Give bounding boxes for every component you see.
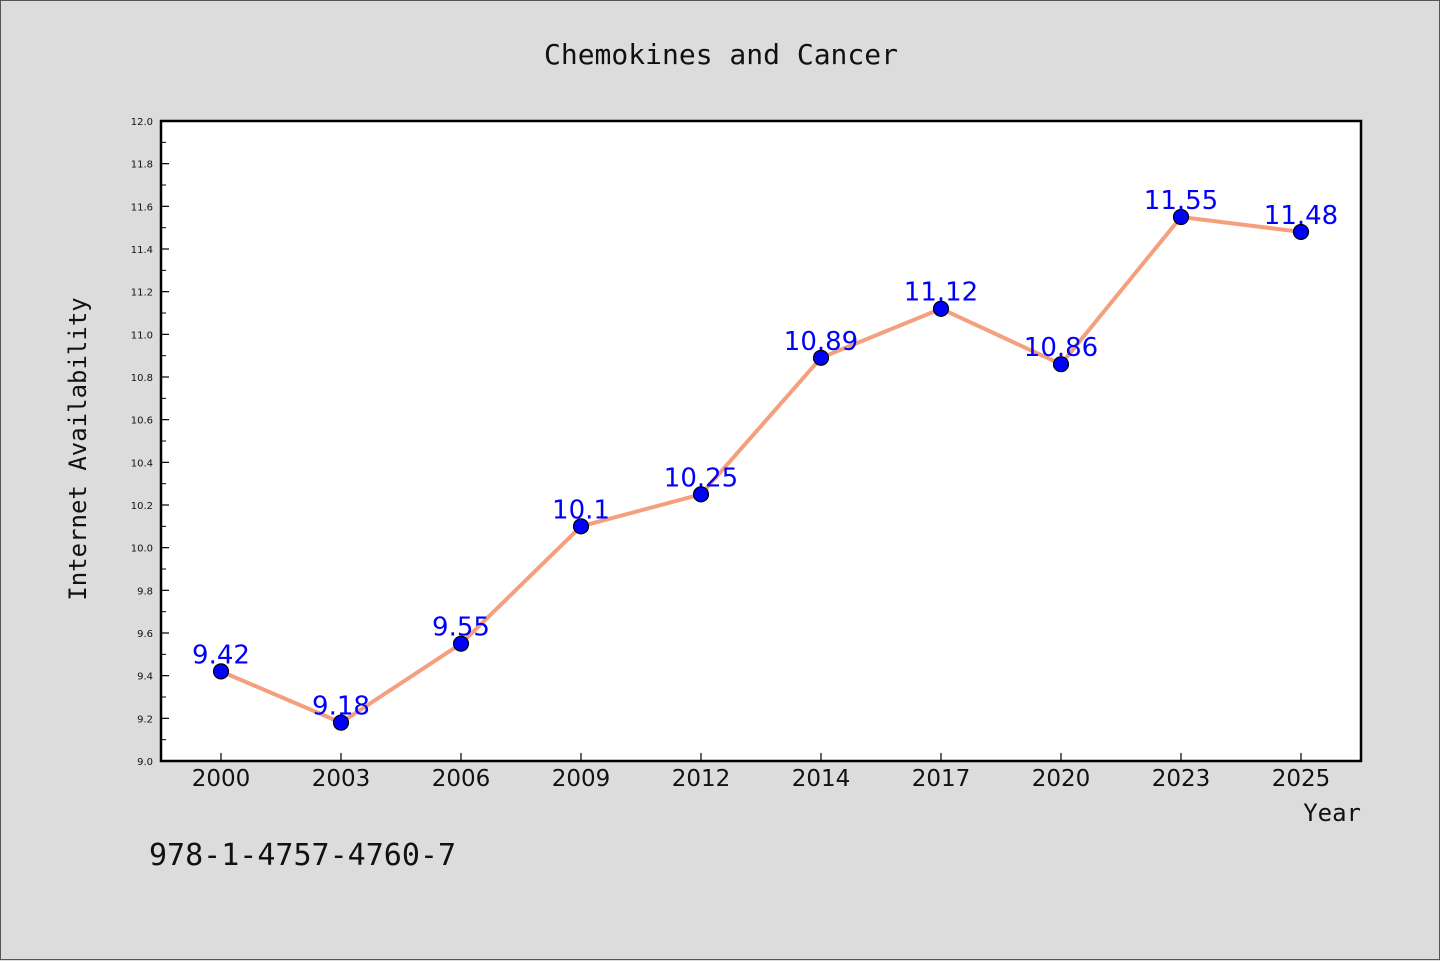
data-label: 10.89 bbox=[784, 327, 858, 357]
data-point bbox=[452, 635, 470, 652]
data-label: 11.48 bbox=[1264, 201, 1338, 231]
data-label: 10.25 bbox=[664, 463, 738, 493]
y-tick-label: 11.6 bbox=[131, 202, 153, 213]
x-tick-label: 2012 bbox=[672, 766, 731, 792]
y-axis-label: Internet Availability bbox=[64, 297, 92, 600]
y-tick-label: 10.6 bbox=[131, 416, 153, 427]
y-tick-label: 9.8 bbox=[137, 586, 153, 597]
data-point bbox=[332, 714, 350, 731]
data-point bbox=[572, 518, 590, 535]
data-label: 10.86 bbox=[1024, 333, 1098, 363]
x-tick-label: 2014 bbox=[792, 766, 851, 792]
data-label: 11.12 bbox=[904, 278, 978, 308]
x-tick-label: 2023 bbox=[1152, 766, 1211, 792]
data-point bbox=[1172, 208, 1190, 226]
x-tick-label: 2003 bbox=[312, 766, 371, 792]
chart-title: Chemokines and Cancer bbox=[544, 38, 898, 71]
y-tick-label: 9.0 bbox=[137, 757, 153, 768]
data-point bbox=[812, 349, 830, 366]
y-tick-label: 11.4 bbox=[131, 245, 153, 256]
y-axis: 9.0 9.2 9.4 9.6 9.8 10.0 10.2 10.4 10.6 10.8 11.0 1… bbox=[131, 117, 169, 768]
data-labels: 9.42 9.18 9.55 10.1 10.25 10.89 11.12 10.86 11.5… bbox=[192, 186, 1338, 722]
data-label: 11.55 bbox=[1144, 186, 1218, 216]
x-tick-label: 2020 bbox=[1032, 766, 1091, 792]
data-point bbox=[932, 300, 950, 317]
x-axis-label: Year bbox=[1303, 799, 1361, 827]
x-tick-label: 2025 bbox=[1272, 766, 1331, 792]
x-tick-label: 2009 bbox=[552, 766, 611, 792]
data-point bbox=[212, 663, 230, 680]
footer-code: 978-1-4757-4760-7 bbox=[149, 838, 456, 873]
y-tick-label: 9.6 bbox=[137, 629, 153, 640]
y-tick-label: 11.2 bbox=[131, 288, 153, 299]
y-tick-label: 9.4 bbox=[137, 672, 153, 683]
y-tick-label: 10.2 bbox=[131, 501, 153, 512]
y-tick-label: 10.8 bbox=[131, 373, 153, 384]
y-tick-label: 11.0 bbox=[131, 330, 153, 341]
plot-area bbox=[159, 119, 1363, 763]
series-markers bbox=[212, 208, 1310, 731]
x-tick-label: 2006 bbox=[432, 766, 491, 792]
series-line bbox=[219, 215, 1303, 725]
y-tick-label: 9.2 bbox=[137, 714, 153, 725]
data-point bbox=[1052, 356, 1070, 373]
data-label: 9.18 bbox=[312, 692, 370, 722]
y-tick-label: 11.8 bbox=[131, 160, 153, 171]
x-tick-label: 2017 bbox=[912, 766, 971, 792]
y-tick-label: 10.0 bbox=[131, 544, 153, 555]
data-label: 10.1 bbox=[552, 495, 610, 525]
y-tick-label: 12.0 bbox=[131, 117, 153, 128]
data-label: 9.55 bbox=[432, 613, 490, 643]
y-tick-label: 10.4 bbox=[131, 458, 153, 469]
x-tick-label: 2000 bbox=[192, 766, 251, 792]
data-point bbox=[692, 486, 710, 503]
x-axis: 2000 2003 2006 2009 2012 2014 2017 2020 2023 2025 bbox=[192, 753, 1331, 792]
data-point bbox=[1292, 223, 1310, 241]
data-label: 9.42 bbox=[192, 640, 250, 670]
